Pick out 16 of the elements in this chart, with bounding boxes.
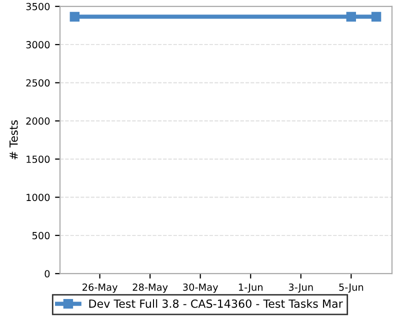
y-tick-label: 3500 bbox=[26, 2, 50, 10]
y-tick-label: 1500 bbox=[26, 156, 50, 163]
x-tick-label: 30-May bbox=[183, 283, 218, 293]
y-tick-label: 2500 bbox=[26, 79, 50, 87]
x-tick-label: 5-Jun bbox=[339, 284, 364, 293]
x-tick-label: 26-May bbox=[82, 283, 118, 293]
y-axis-title: # Tests bbox=[10, 120, 18, 160]
x-tick-label: 1-Jun bbox=[238, 284, 263, 293]
y-tick-label: 500 bbox=[32, 232, 50, 240]
y-tick-label: 2000 bbox=[26, 117, 50, 125]
y-tick-label: 1000 bbox=[26, 194, 50, 202]
x-tick-label: 28-May bbox=[132, 283, 168, 293]
x-tick-label: 3-Jun bbox=[288, 283, 313, 293]
legend-label: Dev Test Full 3.8 - CAS-14360 - Test Tasks Mar bbox=[89, 299, 343, 308]
y-tick-label: 3000 bbox=[26, 41, 50, 48]
y-tick-label: 0 bbox=[44, 270, 50, 278]
